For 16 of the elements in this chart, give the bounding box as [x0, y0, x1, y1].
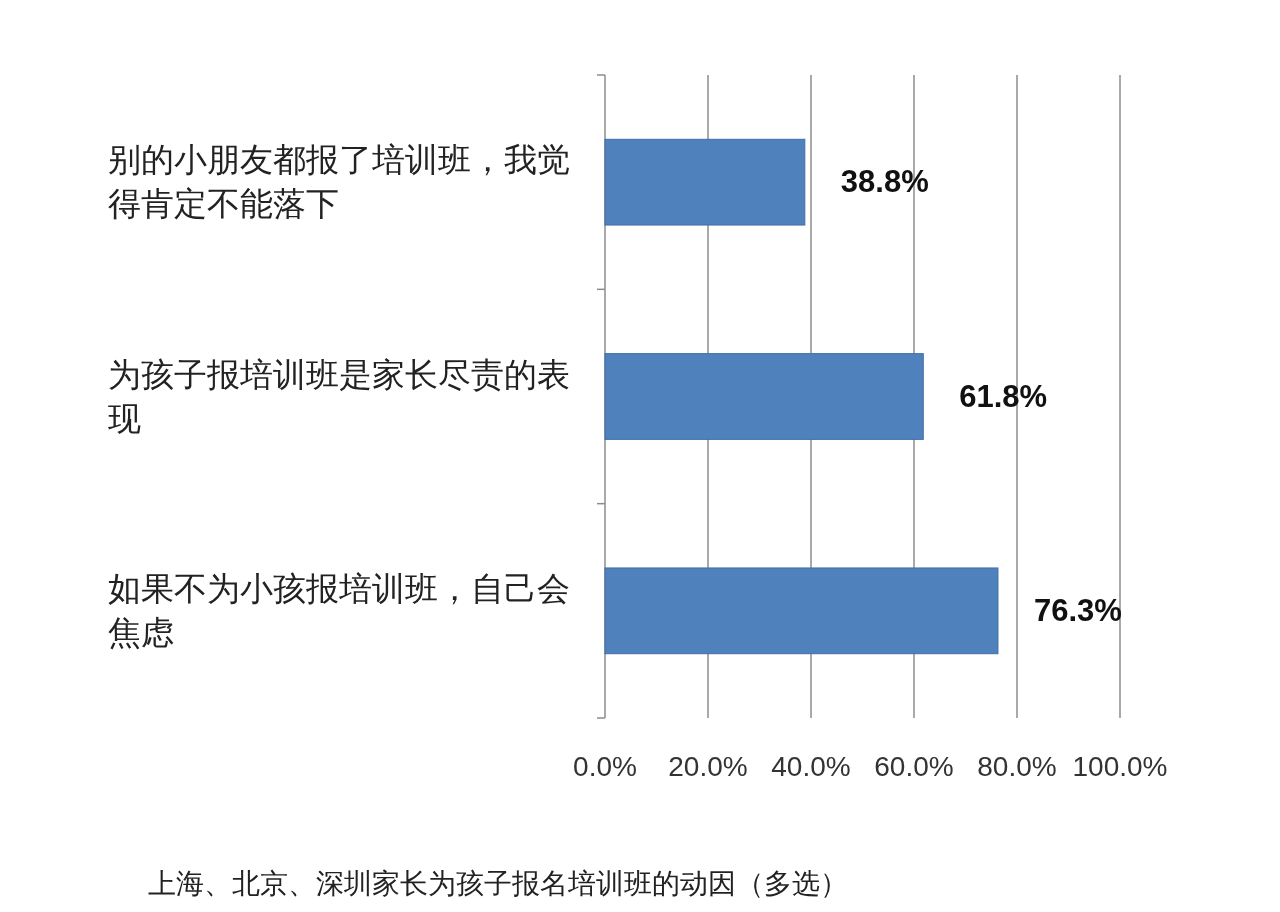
x-tick-label: 60.0%: [874, 751, 954, 782]
x-tick-label: 80.0%: [977, 751, 1057, 782]
bar: [604, 567, 999, 655]
y-tick-label: 为孩子报培训班是家长尽责的表现: [108, 355, 570, 437]
y-tick-label: 如果不为小孩报培训班，自己会焦虑: [108, 569, 570, 651]
bar: [604, 138, 806, 226]
x-tick-label: 20.0%: [668, 751, 748, 782]
bar: [604, 353, 924, 440]
x-tick-label: 100.0%: [1072, 751, 1168, 782]
y-tick-label: 别的小朋友都报了培训班，我觉得肯定不能落下: [108, 141, 570, 223]
data-label: 76.3%: [1033, 592, 1122, 628]
data-label: 38.8%: [840, 164, 929, 200]
data-label: 61.8%: [959, 378, 1048, 414]
x-tick-label: 40.0%: [771, 751, 851, 782]
text: 上海、北京、深圳家长为孩子报名培训班的动因（多选）: [148, 868, 848, 899]
x-tick-label: 0.0%: [573, 751, 637, 782]
